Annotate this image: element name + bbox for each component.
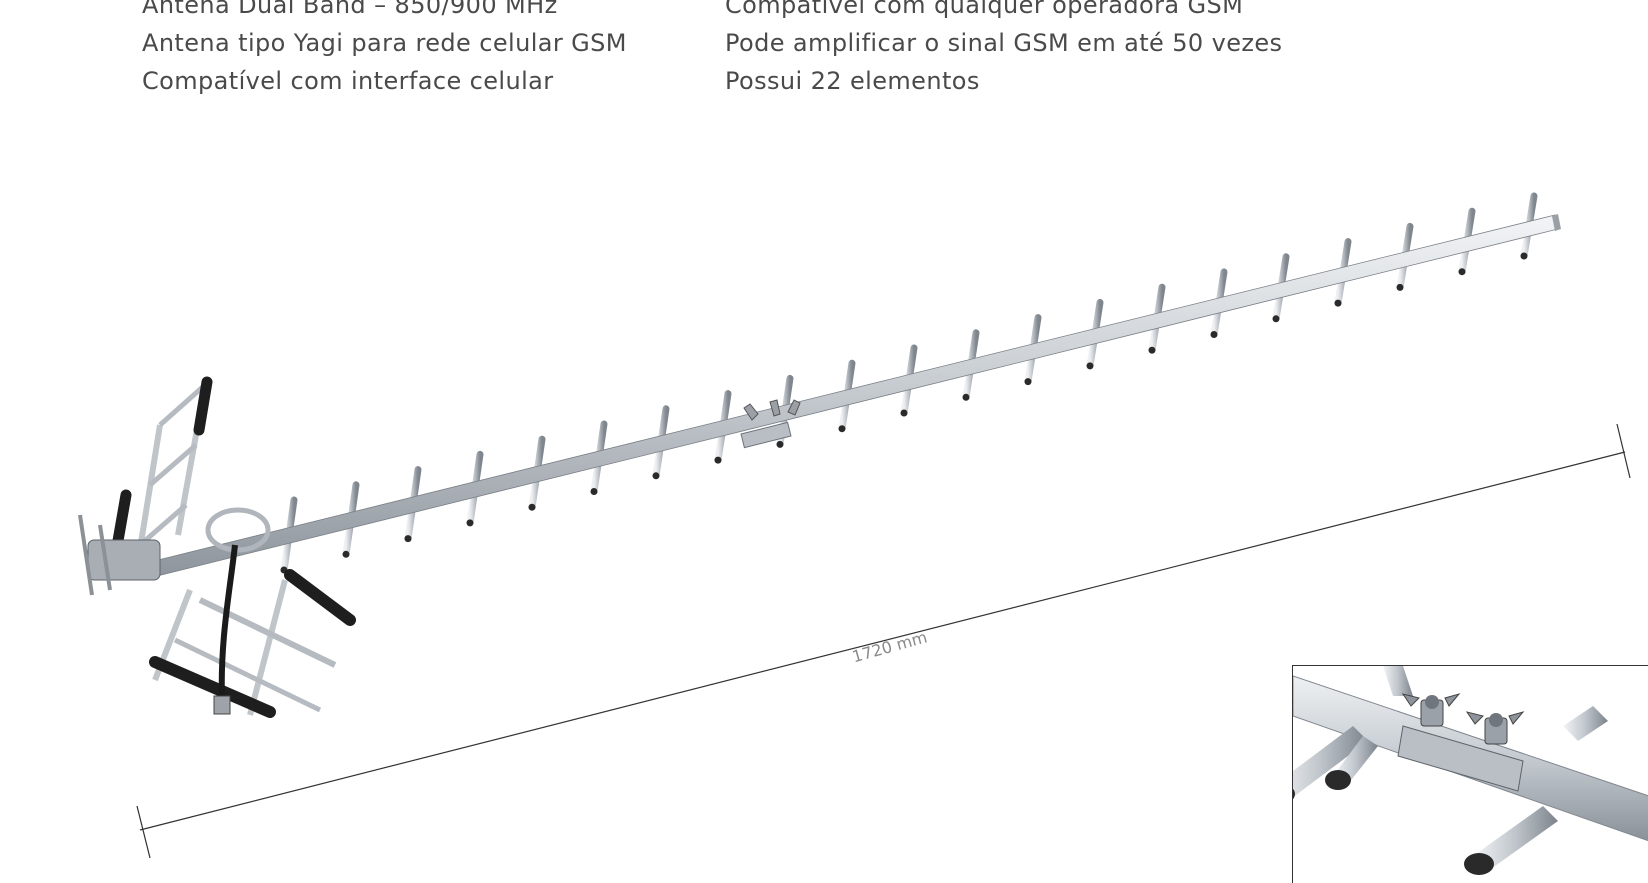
antenna-element-tip [714,456,722,464]
feature-line: Antena Dual Band – 850/900 MHz [142,0,558,19]
antenna-element-tip [528,503,536,511]
boom-clamp [740,399,801,449]
antenna-element-tip [838,425,846,433]
antenna-element-tip [590,488,598,495]
feature-line: Compatível com interface celular [142,67,554,95]
antenna-element-tip [1024,378,1032,386]
antenna-element-tip [1520,252,1528,260]
antenna-element-tip [466,519,474,527]
clamp-detail-inset [1292,665,1648,883]
dimension-line [136,423,1631,859]
antenna-element-tip [962,393,970,401]
feature-line: Compatível com qualquer operadora GSM [725,0,1244,19]
feature-line: Antena tipo Yagi para rede celular GSM [142,29,627,57]
antenna-element-tip [1272,315,1280,323]
clamp-detail-photo [1293,666,1648,875]
antenna-element-tip [342,550,350,558]
antenna-element-tip [1148,346,1156,354]
feature-line: Possui 22 elementos [725,67,980,95]
antenna-reflector [78,376,356,718]
antenna-element-tip [900,409,908,417]
antenna-element-tip [776,440,784,448]
antenna-element-tip [1210,331,1218,338]
features-left: Antena Dual Band – 850/900 MHz Antena ti… [142,0,627,100]
antenna-element-tip [404,535,412,543]
antenna-element-tip [1086,362,1094,370]
feature-line: Pode amplificar o sinal GSM em até 50 ve… [725,29,1283,57]
features-right: Compatível com qualquer operadora GSM Po… [725,0,1282,100]
antenna-element-tip [1396,283,1404,291]
antenna-element-tip [1334,299,1342,307]
antenna-element-tip [652,472,660,480]
antenna-element-tip [1458,268,1466,276]
